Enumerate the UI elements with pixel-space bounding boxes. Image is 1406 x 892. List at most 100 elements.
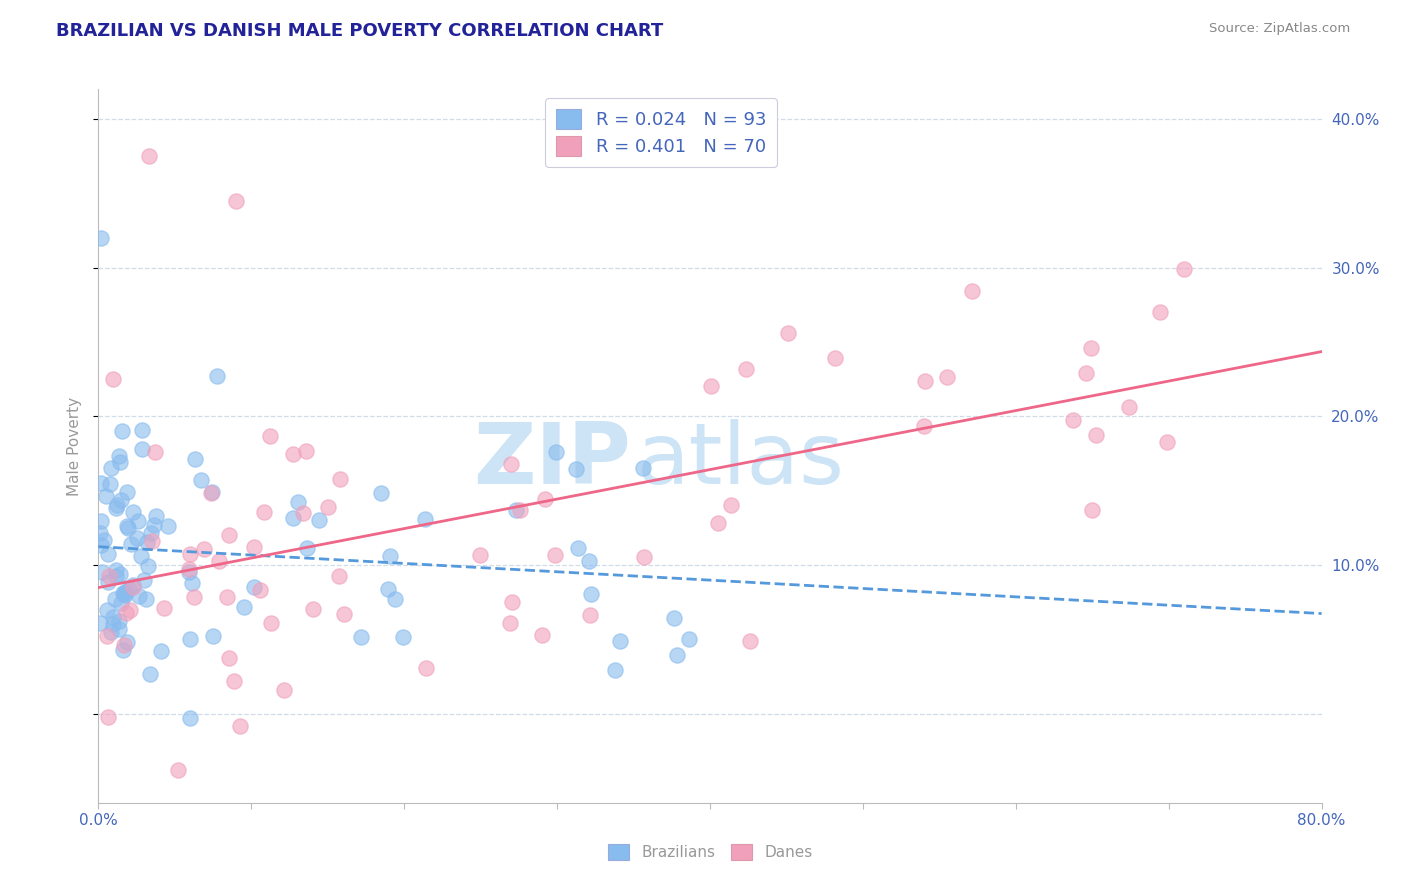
Point [499, 457, 522, 471]
Point [734, 362, 756, 376]
Point [960, 285, 983, 299]
Point [110, 596, 132, 610]
Point [201, 485, 224, 500]
Point [377, 582, 399, 596]
Point [91, 565, 114, 579]
Point [370, 486, 392, 500]
Point [104, 500, 127, 515]
Point [243, 580, 266, 594]
Point [222, 673, 245, 688]
Point [101, 616, 124, 631]
Point [89, 475, 111, 490]
Point [912, 419, 935, 434]
Point [105, 569, 128, 583]
Point [97, 547, 120, 561]
Point [180, 576, 202, 591]
Point [707, 516, 730, 530]
Point [501, 595, 523, 609]
Point [107, 623, 129, 637]
Point [108, 614, 131, 628]
Point [89, 526, 111, 541]
Point [139, 666, 162, 681]
Point [115, 606, 138, 620]
Point [328, 569, 350, 583]
Point [141, 525, 163, 540]
Point [190, 474, 212, 488]
Point [115, 635, 138, 649]
Point [228, 718, 250, 732]
Text: ZIP: ZIP [472, 418, 630, 502]
Point [193, 542, 215, 557]
Point [111, 424, 134, 438]
Point [1156, 434, 1178, 449]
Point [662, 611, 685, 625]
Point [259, 616, 281, 631]
Point [96, 603, 118, 617]
Point [129, 549, 152, 563]
Point [105, 498, 128, 512]
Point [96, 629, 118, 643]
Point [217, 590, 239, 604]
Point [94, 490, 117, 504]
Point [605, 663, 627, 677]
Point [136, 558, 159, 573]
Point [291, 506, 314, 520]
Point [93, 533, 115, 547]
Point [505, 503, 527, 517]
Point [179, 632, 201, 647]
Point [207, 369, 229, 384]
Point [100, 460, 122, 475]
Point [183, 591, 205, 605]
Point [1118, 400, 1140, 414]
Point [935, 370, 957, 384]
Point [283, 447, 305, 461]
Point [104, 592, 127, 607]
Point [273, 682, 295, 697]
Text: BRAZILIAN VS DANISH MALE POVERTY CORRELATION CHART: BRAZILIAN VS DANISH MALE POVERTY CORRELA… [56, 22, 664, 40]
Point [117, 521, 139, 535]
Point [90, 514, 112, 528]
Point [295, 541, 318, 555]
Point [145, 508, 167, 523]
Point [294, 443, 316, 458]
Point [308, 512, 330, 526]
Point [156, 518, 179, 533]
Point [218, 527, 240, 541]
Point [200, 485, 222, 500]
Point [914, 374, 936, 388]
Point [112, 642, 135, 657]
Point [143, 445, 166, 459]
Point [115, 519, 138, 533]
Point [167, 764, 190, 778]
Point [141, 534, 163, 549]
Point [287, 495, 309, 509]
Point [567, 541, 589, 556]
Point [127, 514, 149, 528]
Point [97, 710, 120, 724]
Point [149, 644, 172, 658]
Point [1173, 261, 1195, 276]
Point [259, 429, 281, 443]
Point [225, 194, 247, 208]
Point [89, 615, 111, 630]
Point [1081, 503, 1104, 517]
Point [136, 535, 159, 549]
Point [101, 372, 124, 386]
Point [609, 634, 631, 648]
Point [415, 661, 437, 675]
Point [179, 562, 201, 576]
Point [579, 608, 602, 623]
Point [121, 580, 143, 594]
Point [179, 711, 201, 725]
Point [125, 531, 148, 545]
Point [118, 582, 141, 597]
Point [350, 630, 373, 644]
Point [776, 326, 799, 340]
Y-axis label: Male Poverty: Male Poverty [67, 396, 83, 496]
Point [122, 505, 145, 519]
Text: atlas: atlas [637, 418, 845, 502]
Point [530, 628, 553, 642]
Point [243, 540, 266, 554]
Point [631, 461, 654, 475]
Point [110, 493, 132, 508]
